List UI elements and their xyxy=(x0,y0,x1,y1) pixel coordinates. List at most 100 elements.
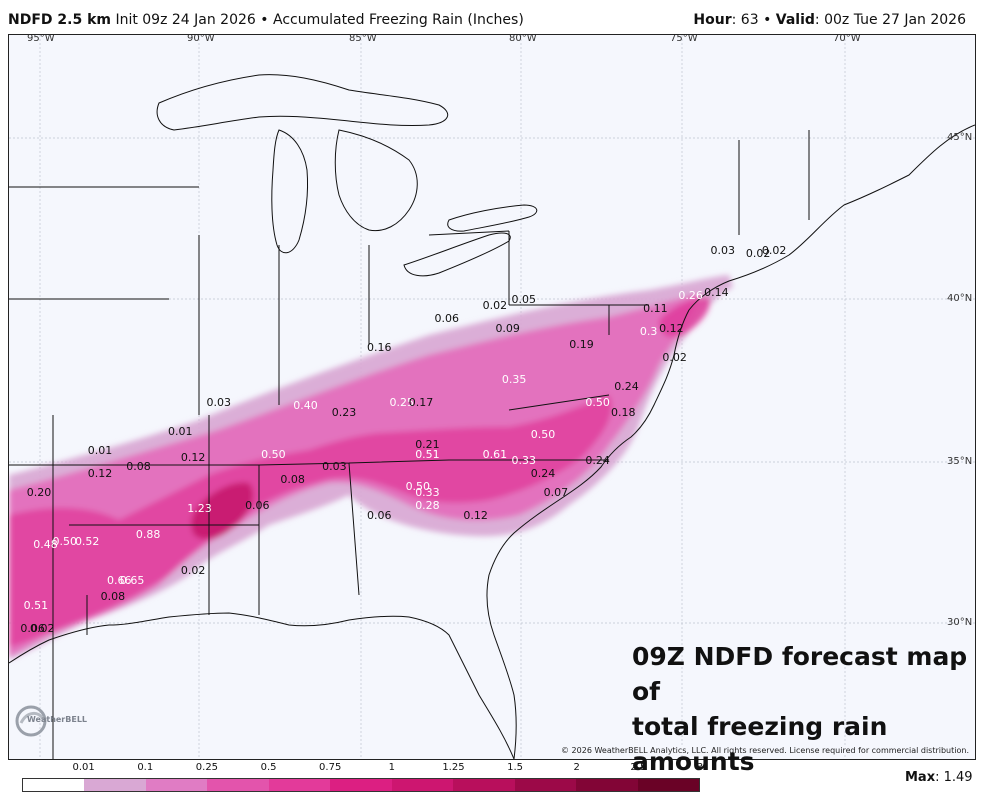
value-label: 0.02 xyxy=(180,563,206,577)
legend-label: 1.5 xyxy=(507,762,524,773)
copyright-text: © 2026 WeatherBELL Analytics, LLC. All r… xyxy=(561,746,969,755)
legend-swatch xyxy=(207,779,269,791)
value-label: 0.12 xyxy=(659,321,684,335)
legend-swatch xyxy=(330,779,392,791)
lat-tick-30: 30°N xyxy=(947,617,973,628)
map-svg xyxy=(9,35,975,759)
valid-label: Valid xyxy=(775,12,815,28)
lon-tick-80: 80°W xyxy=(509,34,537,44)
gulf-coast xyxy=(9,612,515,759)
value-label: 0.26 xyxy=(678,289,703,303)
map-panel: 95°W 90°W 85°W 80°W 75°W 70°W 45°N 40°N … xyxy=(8,34,976,760)
value-label: 0.50 xyxy=(261,447,286,461)
legend-label: 0.75 xyxy=(319,762,342,773)
legend-label: 0.1 xyxy=(137,762,154,773)
value-label: 0.65 xyxy=(119,573,145,587)
value-label: 0.3 xyxy=(639,324,658,338)
legend-swatch xyxy=(453,779,515,791)
logo-swirl-icon xyxy=(15,705,47,737)
lon-tick-85: 85°W xyxy=(349,34,377,44)
value-label: 0.50 xyxy=(52,534,77,548)
legend-swatch xyxy=(576,779,638,791)
value-label: 0.02 xyxy=(482,298,508,312)
value-label: 0.07 xyxy=(543,486,569,500)
value-label: 0.24 xyxy=(614,379,639,393)
lat-tick-40: 40°N xyxy=(947,293,973,304)
value-label: 0.61 xyxy=(482,447,508,461)
max-number: : 1.49 xyxy=(935,770,973,785)
legend-label: 1 xyxy=(388,762,395,773)
legend-swatch xyxy=(391,779,454,791)
value-label: 0.88 xyxy=(135,528,161,542)
header-right: Hour: 63 • Valid: 00z Tue 27 Jan 2026 xyxy=(693,12,966,28)
product-name: NDFD 2.5 km xyxy=(8,12,111,28)
rain-nj-spot xyxy=(659,297,710,338)
value-label: 0.33 xyxy=(415,486,440,500)
init-time: Init 09z 24 Jan 2026 xyxy=(115,12,256,28)
value-label: 0.02 xyxy=(745,247,771,261)
east-coast xyxy=(486,124,975,759)
value-label: 0.12 xyxy=(180,450,206,464)
value-label: 0.50 xyxy=(585,395,610,409)
value-label: 0.66 xyxy=(107,573,132,587)
color-legend: 0.01 0.1 0.25 0.5 0.75 1 1.25 1.5 2 2.5 3 xyxy=(22,762,703,796)
value-label: 0.51 xyxy=(23,599,49,613)
legend-label: 0.25 xyxy=(195,762,219,773)
value-label: 0.51 xyxy=(415,447,440,461)
weatherbell-logo: WeatherBELL xyxy=(13,697,93,747)
lon-tick-75: 75°W xyxy=(670,34,698,44)
legend-label: 0.01 xyxy=(72,762,95,773)
value-label: 0.50 xyxy=(530,428,556,442)
great-lakes-ontario xyxy=(447,204,538,232)
value-label: 0.02 xyxy=(761,244,787,258)
value-label: 0.16 xyxy=(367,340,392,354)
bullet: • xyxy=(260,12,269,28)
annotation-text: 09Z NDFD forecast map of total freezing … xyxy=(632,639,972,779)
value-label: 0.18 xyxy=(611,405,636,419)
value-labels: 0.03 0.02 0.02 0.26 0.14 0.11 0.12 0.3 0.02 0.05 0… xyxy=(9,35,975,759)
great-lakes-huron xyxy=(334,129,418,232)
value-label: 0.08 xyxy=(280,473,305,487)
value-label: 0.06 xyxy=(20,621,45,635)
value-label: 0.03 xyxy=(206,395,232,409)
value-label: 0.48 xyxy=(33,537,58,551)
legend-label: 2 xyxy=(573,762,580,773)
value-label: 0.02 xyxy=(662,350,687,364)
value-label: 0.09 xyxy=(495,321,520,335)
value-label: 0.25 xyxy=(389,395,415,409)
value-label: 0.06 xyxy=(434,311,459,325)
value-label: 0.01 xyxy=(168,424,193,438)
value-label: 0.11 xyxy=(643,302,668,316)
annotation-line-1: 09Z NDFD forecast map of xyxy=(632,642,968,706)
legend-label: 0.5 xyxy=(260,762,277,773)
value-label: 0.52 xyxy=(74,534,100,548)
value-label: 0.06 xyxy=(245,499,270,513)
value-label: 0.03 xyxy=(322,460,347,474)
hour-label: Hour xyxy=(693,12,732,28)
value-label: 0.50 xyxy=(405,479,431,493)
legend-swatch xyxy=(514,779,577,791)
value-label: 0.12 xyxy=(463,508,488,522)
hour-value: : 63 xyxy=(731,12,759,28)
value-label: 0.21 xyxy=(415,437,440,451)
lat-tick-35: 35°N xyxy=(947,456,973,467)
legend-swatch xyxy=(268,779,331,791)
value-label: 0.40 xyxy=(293,399,318,413)
great-lakes-michigan xyxy=(271,129,308,254)
map-header: NDFD 2.5 km Init 09z 24 Jan 2026 • Accum… xyxy=(0,0,984,34)
value-label: 0.05 xyxy=(511,292,537,306)
coastlines xyxy=(9,74,975,759)
legend-bar xyxy=(22,778,700,792)
max-label: Max xyxy=(905,770,936,785)
value-label: 0.01 xyxy=(87,444,113,458)
logo-text: WeatherBELL xyxy=(27,715,88,724)
value-label: 0.23 xyxy=(331,405,357,419)
annotation-line-2: total freezing rain amounts xyxy=(632,712,888,776)
bullet-2: • xyxy=(763,12,772,28)
legend-label: 1.25 xyxy=(442,762,465,773)
great-lakes-superior xyxy=(156,74,449,131)
value-label: 0.14 xyxy=(704,286,729,300)
valid-value: : 00z Tue 27 Jan 2026 xyxy=(814,12,966,28)
legend-swatch xyxy=(23,779,85,791)
value-label: 0.12 xyxy=(87,466,113,480)
